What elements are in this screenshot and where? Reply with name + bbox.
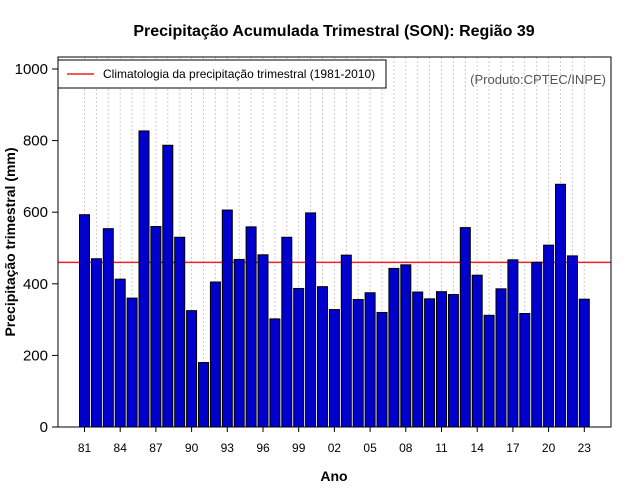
y-tick-label: 0 [40,419,48,436]
bar-2007 [388,267,400,428]
bar-1982 [90,258,102,428]
credit-text: (Produto:CPTEC/INPE) [470,72,606,87]
x-axis-label: Ano [320,468,347,484]
bar-1981 [79,214,90,428]
bar-2017 [507,259,519,428]
x-tick-label: 93 [221,441,235,455]
bar-1998 [281,236,293,428]
bar-1992 [209,281,221,428]
bar-2009 [412,291,424,428]
x-tick-label: 96 [256,441,270,455]
x-tick-label: 08 [399,441,413,455]
bar-2004 [352,299,364,428]
x-tick-label: 02 [328,441,342,455]
bar-1989 [174,236,186,428]
y-axis-label: Precipitação trimestral (mm) [2,147,18,336]
bar-1983 [102,228,114,428]
bar-1986 [138,130,150,428]
x-tick-label: 81 [78,441,92,455]
y-tick-label: 400 [23,276,48,293]
x-tick-label: 05 [363,441,377,455]
bar-1987 [150,226,162,428]
bar-2005 [364,292,376,428]
bar-2023 [578,298,590,428]
y-axis: 0 200 400 600 800 1000 [15,61,58,436]
bar-1985 [126,297,138,428]
legend-box [57,59,387,89]
x-tick-label: 17 [506,441,520,455]
bar-2019 [531,261,543,428]
bar-1993 [221,209,233,428]
y-tick-label: 200 [23,347,48,364]
x-axis: 81 84 87 90 93 96 99 02 05 08 11 14 17 20 23 [78,427,591,455]
bar-2014 [471,274,483,428]
bar-1990 [186,310,198,428]
x-tick-label: 14 [471,441,485,455]
legend: Climatologia da precipitação trimestral … [57,59,387,89]
x-tick-label: 20 [542,441,556,455]
bar-1996 [257,254,269,428]
bar-1991 [198,362,209,428]
bar-2001 [317,286,328,428]
bar-2011 [436,291,447,428]
x-tick-label: 99 [292,441,306,455]
bar-1995 [245,226,257,428]
bar-2018 [519,313,531,428]
x-tick-label: 11 [435,441,448,455]
bar-1988 [162,144,174,428]
x-tick-label: 90 [185,441,199,455]
bar-2012 [447,294,459,428]
bar-2022 [566,255,578,428]
y-tick-label: 1000 [15,61,48,78]
x-tick-label: 84 [114,441,128,455]
bar-1984 [114,278,126,428]
y-tick-label: 600 [23,204,48,221]
x-tick-label: 87 [149,441,163,455]
bar-2016 [495,288,507,428]
legend-label: Climatologia da precipitação trimestral … [103,67,375,81]
bar-1994 [233,258,245,428]
bar-2003 [340,254,352,428]
chart-title: Precipitação Acumulada Trimestral (SON):… [133,23,534,40]
bar-2002 [328,309,340,428]
bar-2000 [305,212,317,428]
bar-2020 [543,244,555,428]
bar-2008 [400,264,412,428]
bar-2006 [376,311,388,428]
bar-series [79,130,590,428]
y-tick-label: 800 [23,133,48,150]
x-tick-label: 23 [578,441,592,455]
bar-2013 [459,227,471,428]
bar-2010 [424,298,436,428]
bar-2015 [483,314,495,428]
bar-1997 [269,318,281,428]
bar-2021 [555,183,566,428]
bar-1999 [293,287,305,428]
